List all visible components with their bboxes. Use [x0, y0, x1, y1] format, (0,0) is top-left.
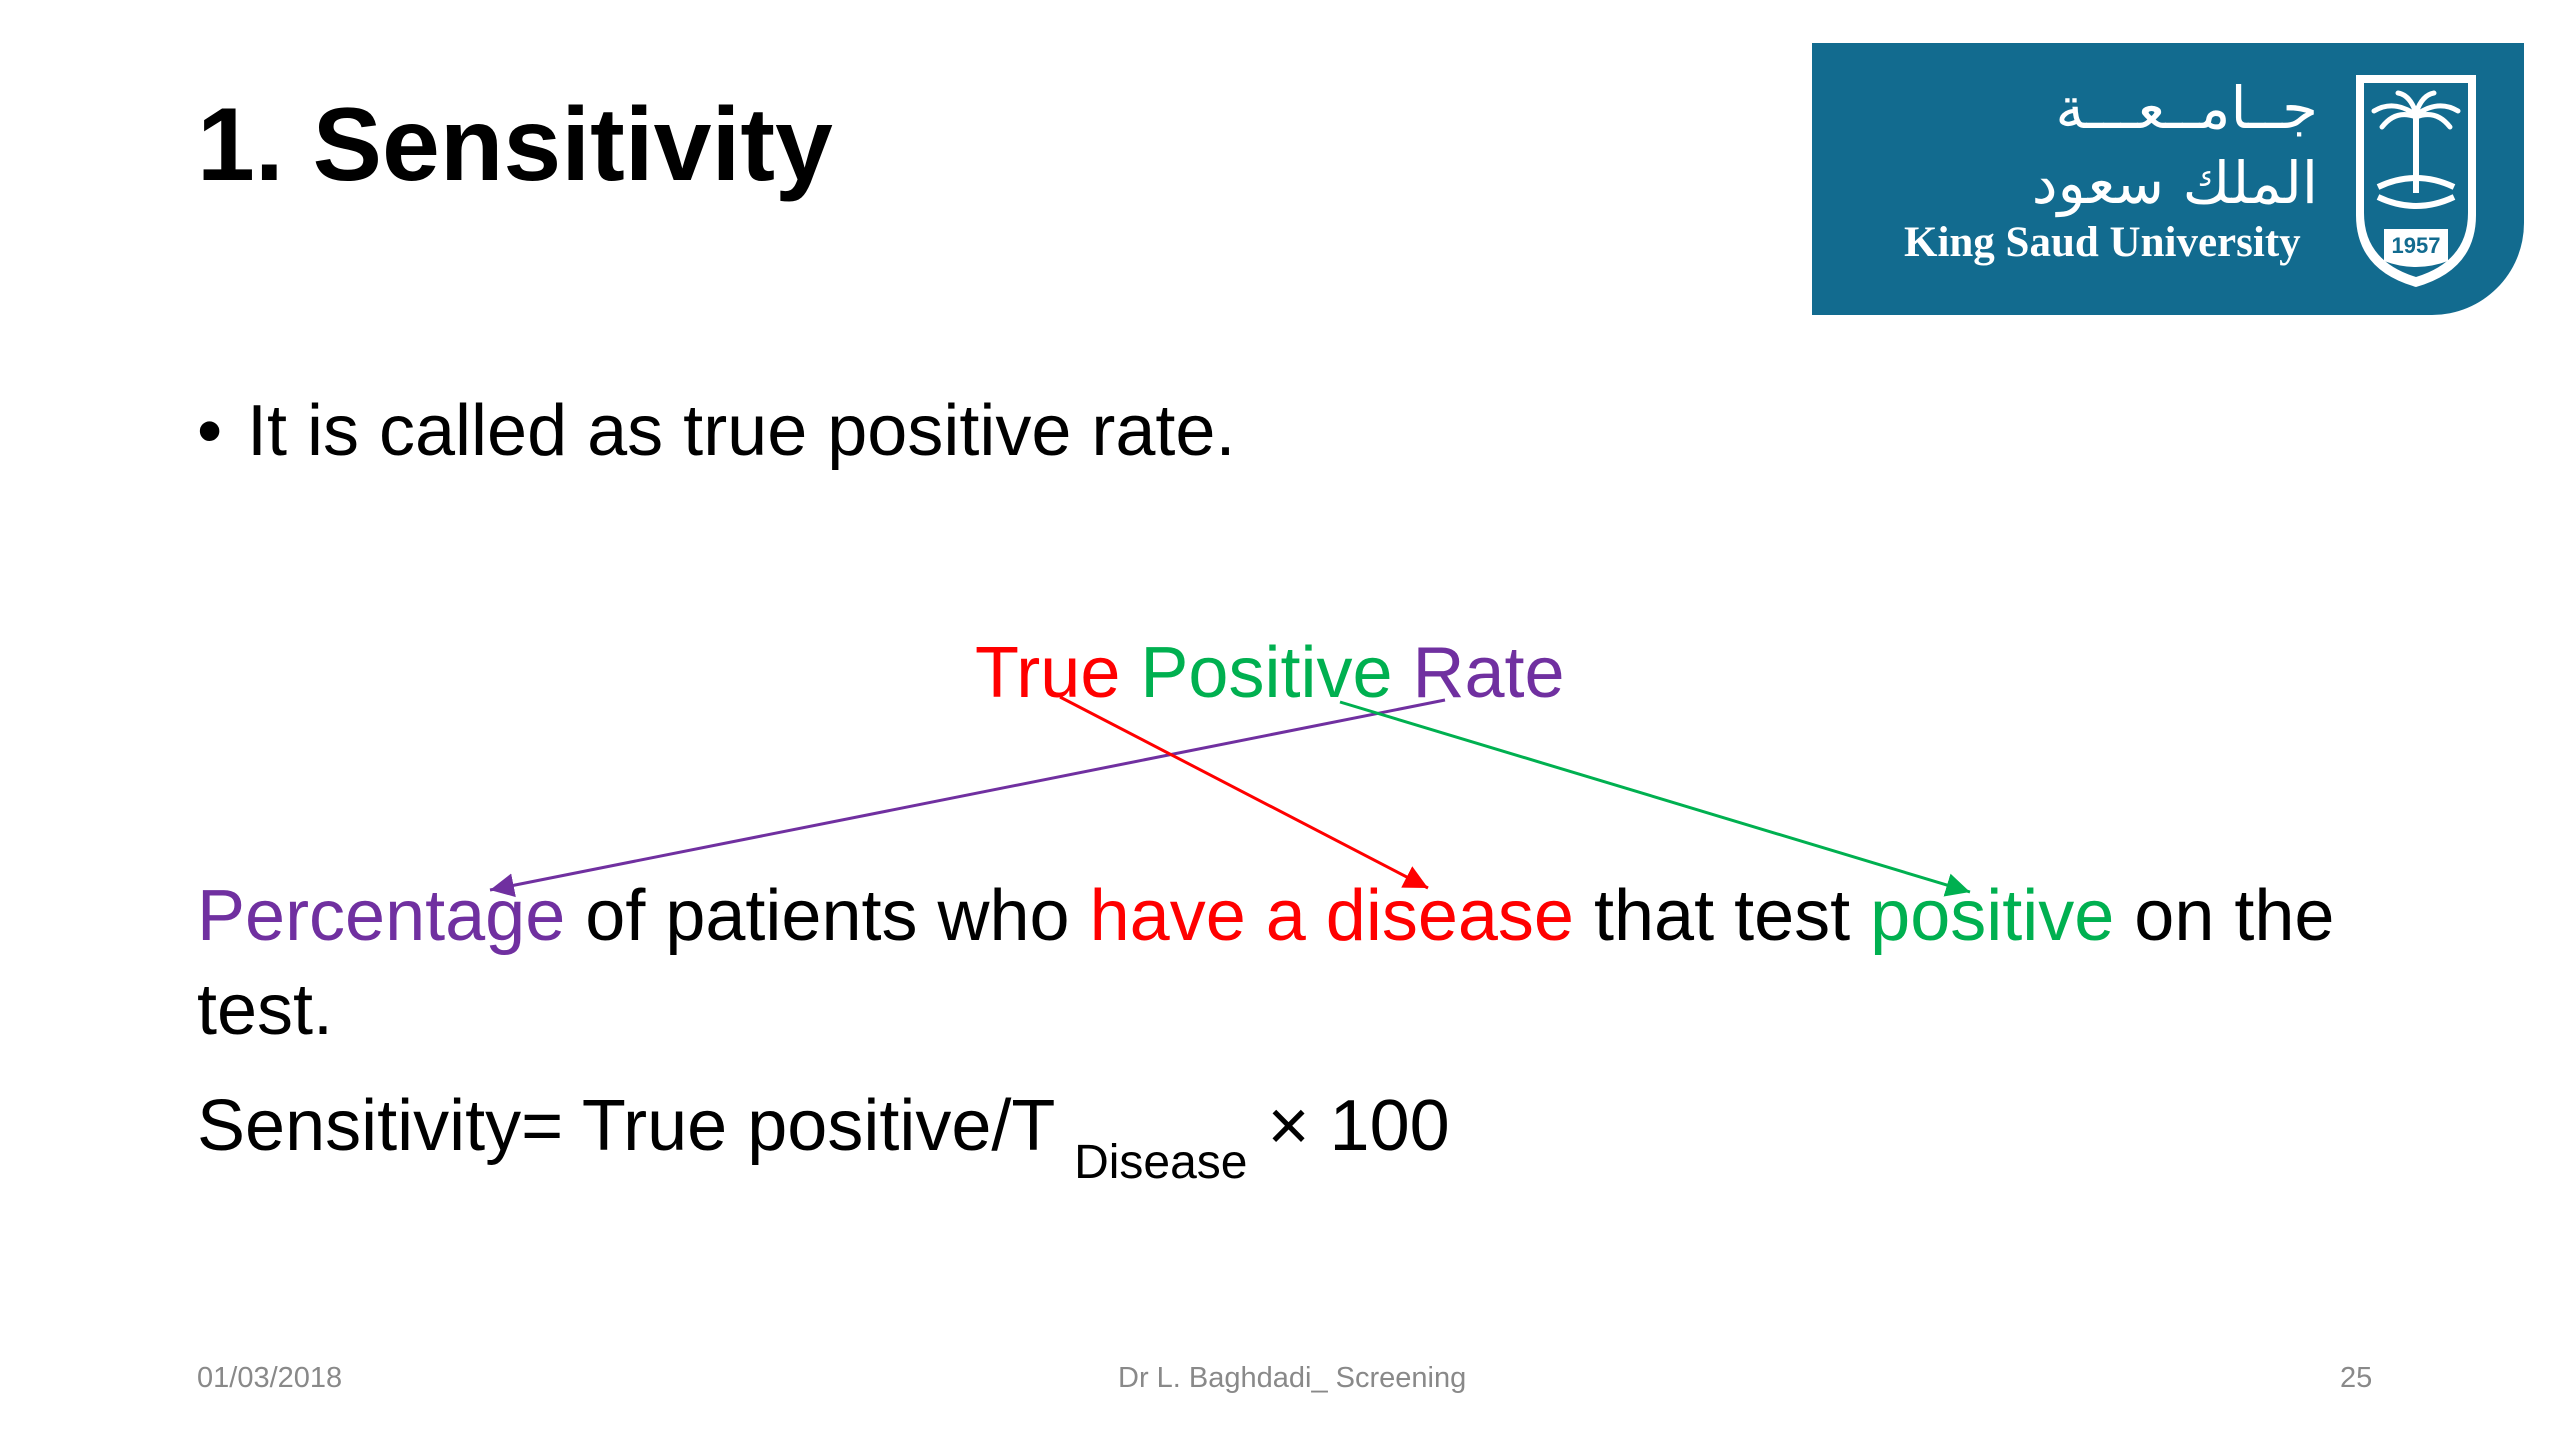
- logo-year: 1957: [2392, 233, 2441, 258]
- formula-tail: × 100: [1267, 1086, 1450, 1166]
- arrow-rate-to-percentage: [489, 698, 1446, 898]
- footer-date: 01/03/2018: [197, 1362, 343, 1394]
- definition-of-patients-who: of patients who: [585, 876, 1070, 956]
- sensitivity-definition: Percentage of patients who have a diseas…: [197, 870, 2347, 1057]
- sensitivity-formula: Sensitivity= True positive/T Disease × 1…: [197, 1083, 1450, 1189]
- definition-have-a-disease: have a disease: [1089, 876, 1574, 956]
- logo-arabic-text: جــامــعـــة الملك سعود: [2032, 71, 2318, 222]
- definition-that-test: that test: [1593, 876, 1851, 956]
- definition-positive: positive: [1870, 876, 2115, 956]
- heading-word-rate: Rate: [1412, 633, 1565, 713]
- definition-on-the-test: on the test.: [197, 876, 2335, 1050]
- slide-title: 1. Sensitivity: [197, 87, 833, 203]
- arrow-positive-to-positive: [1339, 700, 1971, 897]
- university-logo: جــامــعـــة الملك سعود King Saud Univer…: [1812, 43, 2524, 315]
- formula-main: Sensitivity= True positive/T: [197, 1086, 1055, 1166]
- bullet-item: • It is called as true positive rate.: [197, 388, 1235, 474]
- bullet-text: It is called as true positive rate.: [247, 391, 1236, 471]
- logo-english-text: King Saud University: [1904, 219, 2301, 266]
- definition-percentage: Percentage: [197, 876, 566, 956]
- bullet-icon: •: [197, 391, 223, 471]
- heading-word-positive: Positive: [1140, 633, 1393, 713]
- palm-swords-emblem-icon: 1957: [2356, 75, 2476, 287]
- footer-page-number: 25: [2340, 1362, 2373, 1394]
- arrow-true-to-disease: [1059, 695, 1429, 890]
- logo-arabic-line-1: جــامــعـــة: [2055, 74, 2318, 142]
- formula-subscript: Disease: [1074, 1136, 1248, 1189]
- heading-word-true: True: [975, 633, 1121, 713]
- logo-arabic-line-2: الملك سعود: [2031, 149, 2318, 218]
- footer-author: Dr L. Baghdadi_ Screening: [1118, 1362, 1467, 1394]
- true-positive-rate-heading: True Positive Rate: [975, 630, 1565, 716]
